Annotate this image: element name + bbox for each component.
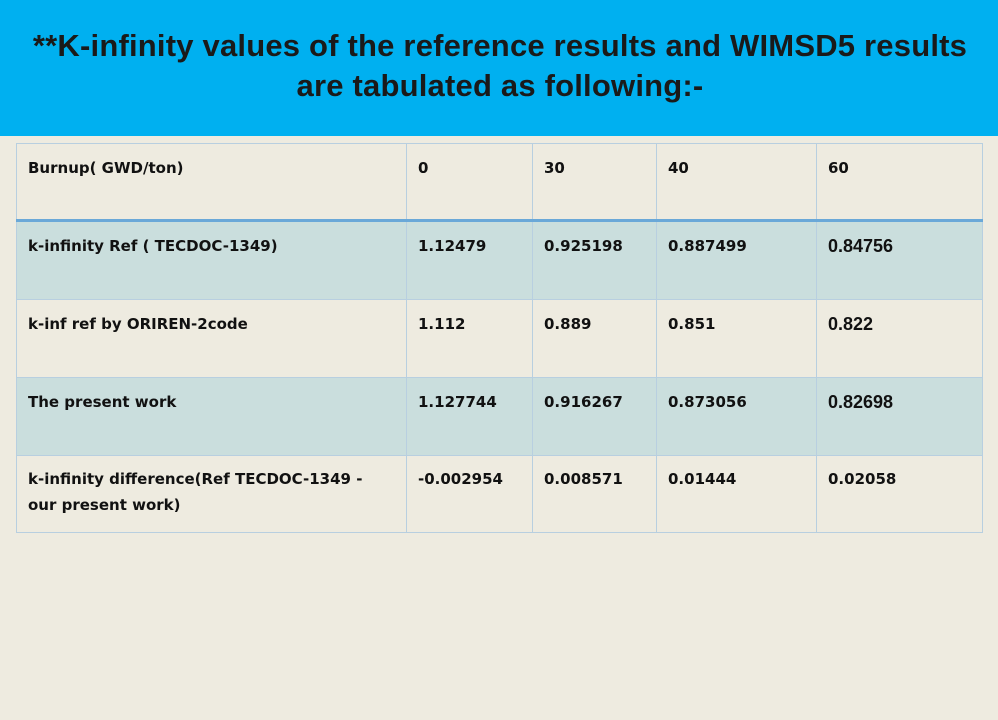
table-header-row: Burnup( GWD/ton) 0 30 40 60 xyxy=(16,143,983,222)
table-row: The present work 1.127744 0.916267 0.873… xyxy=(16,377,983,456)
table-row: k-infinity Ref ( TECDOC-1349) 1.12479 0.… xyxy=(16,220,983,300)
table-cell: 0.887499 xyxy=(656,220,817,300)
header-cell-0: 0 xyxy=(406,143,533,222)
table-cell: 1.112 xyxy=(406,299,533,378)
title-line-2: are tabulated as following:- xyxy=(296,68,704,103)
header-cell-60: 60 xyxy=(816,143,983,222)
table-cell: 1.127744 xyxy=(406,377,533,456)
header-cell-burnup: Burnup( GWD/ton) xyxy=(16,143,407,222)
row-label: The present work xyxy=(16,377,407,456)
table-cell: -0.002954 xyxy=(406,455,533,533)
title-line-1: **K-infinity values of the reference res… xyxy=(32,28,968,63)
row-label: k-infinity difference(Ref TECDOC-1349 - … xyxy=(16,455,407,533)
table-row: k-infinity difference(Ref TECDOC-1349 - … xyxy=(16,455,983,533)
slide-title: **K-infinity values of the reference res… xyxy=(20,26,980,106)
table-cell: 0.008571 xyxy=(532,455,657,533)
table-cell: 1.12479 xyxy=(406,220,533,300)
header-cell-40: 40 xyxy=(656,143,817,222)
table-cell: 0.01444 xyxy=(656,455,817,533)
kinf-table: Burnup( GWD/ton) 0 30 40 60 k-infinity R… xyxy=(16,143,983,533)
title-banner: **K-infinity values of the reference res… xyxy=(0,0,998,136)
table-row: k-inf ref by ORIREN-2code 1.112 0.889 0.… xyxy=(16,299,983,378)
table-cell: 0.822 xyxy=(816,299,983,378)
table-cell: 0.02058 xyxy=(816,455,983,533)
table-cell: 0.851 xyxy=(656,299,817,378)
table-cell: 0.916267 xyxy=(532,377,657,456)
table-cell: 0.889 xyxy=(532,299,657,378)
table-cell: 0.82698 xyxy=(816,377,983,456)
table-cell: 0.873056 xyxy=(656,377,817,456)
row-label: k-infinity Ref ( TECDOC-1349) xyxy=(16,220,407,300)
table-cell: 0.925198 xyxy=(532,220,657,300)
table-cell: 0.84756 xyxy=(816,220,983,300)
header-cell-30: 30 xyxy=(532,143,657,222)
row-label: k-inf ref by ORIREN-2code xyxy=(16,299,407,378)
